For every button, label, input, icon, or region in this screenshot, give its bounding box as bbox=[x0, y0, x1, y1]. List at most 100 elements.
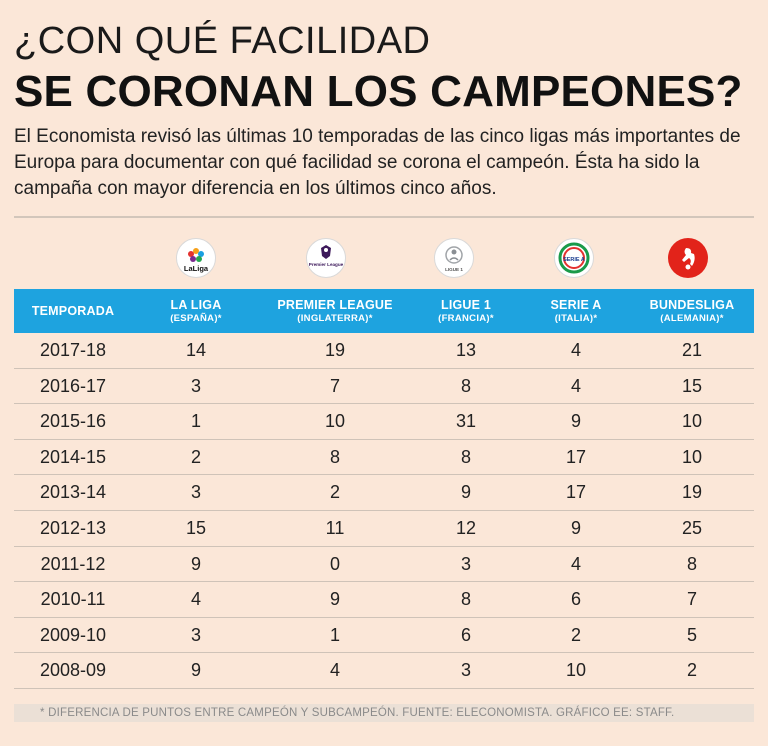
header-sub: (ALEMANIA)* bbox=[660, 312, 724, 324]
ligue1-logo-icon: LIGUE 1 bbox=[434, 238, 474, 278]
cell-season: 2015-16 bbox=[39, 411, 107, 432]
cell-la-liga: 4 bbox=[190, 589, 201, 610]
header-main: BUNDESLIGA bbox=[649, 297, 735, 312]
cell-ligue-1: 8 bbox=[460, 446, 471, 467]
footnote: * DIFERENCIA DE PUNTOS ENTRE CAMPEÓN Y S… bbox=[14, 704, 754, 722]
cell-serie-a: 4 bbox=[570, 375, 581, 396]
cell-season: 2012-13 bbox=[39, 517, 107, 538]
cell-premier-league: 7 bbox=[329, 375, 340, 396]
cell-serie-a: 9 bbox=[570, 411, 581, 432]
cell-ligue-1: 3 bbox=[460, 553, 471, 574]
cell-ligue-1: 12 bbox=[455, 517, 477, 538]
table-row: 2012-13 15 11 12 9 25 bbox=[14, 511, 754, 547]
cell-bundesliga: 10 bbox=[681, 446, 703, 467]
cell-la-liga: 1 bbox=[190, 411, 201, 432]
cell-bundesliga: 2 bbox=[686, 660, 697, 681]
cell-serie-a: 4 bbox=[570, 553, 581, 574]
cell-season: 2013-14 bbox=[39, 482, 107, 503]
cell-la-liga: 3 bbox=[190, 375, 201, 396]
serie-a-logo-icon: SERIE A bbox=[554, 238, 594, 278]
table-row: 2011-12 9 0 3 4 8 bbox=[14, 547, 754, 583]
header-main: SERIE A bbox=[550, 297, 602, 312]
cell-la-liga: 3 bbox=[190, 482, 201, 503]
ligue1-logo-text: LIGUE 1 bbox=[445, 267, 463, 272]
cell-bundesliga: 15 bbox=[681, 375, 703, 396]
serie-a-logo-text: SERIE A bbox=[563, 257, 585, 263]
cell-premier-league: 19 bbox=[324, 340, 346, 360]
cell-season: 2011-12 bbox=[40, 553, 106, 574]
cell-bundesliga: 21 bbox=[681, 340, 703, 360]
header-main: LA LIGA bbox=[170, 297, 222, 312]
cell-serie-a: 10 bbox=[565, 660, 587, 681]
cell-ligue-1: 13 bbox=[455, 340, 477, 360]
cell-serie-a: 6 bbox=[570, 589, 581, 610]
cell-ligue-1: 31 bbox=[455, 411, 477, 432]
header-la-liga: LA LIGA (ESPAÑA)* bbox=[132, 289, 260, 333]
cell-la-liga: 2 bbox=[190, 446, 201, 467]
laliga-logo-icon: LaLiga bbox=[176, 238, 216, 278]
table-row: 2009-10 3 1 6 2 5 bbox=[14, 618, 754, 654]
table-header: TEMPORADA LA LIGA (ESPAÑA)* PREMIER LEAG… bbox=[14, 289, 754, 333]
table-row: 2008-09 9 4 3 10 2 bbox=[14, 653, 754, 689]
cell-bundesliga: 7 bbox=[686, 589, 697, 610]
header-sub: (INGLATERRA)* bbox=[297, 312, 373, 324]
cell-ligue-1: 6 bbox=[460, 624, 471, 645]
cell-bundesliga: 5 bbox=[686, 624, 697, 645]
cell-premier-league: 8 bbox=[329, 446, 340, 467]
cell-premier-league: 10 bbox=[324, 411, 346, 432]
header-premier-league: PREMIER LEAGUE (INGLATERRA)* bbox=[260, 289, 410, 333]
table-row: 2016-17 3 7 8 4 15 bbox=[14, 369, 754, 405]
header-bundesliga: BUNDESLIGA (ALEMANIA)* bbox=[630, 289, 754, 333]
cell-la-liga: 3 bbox=[190, 624, 201, 645]
cell-bundesliga: 19 bbox=[681, 482, 703, 503]
cell-serie-a: 2 bbox=[570, 624, 581, 645]
cell-season: 2017-18 bbox=[39, 340, 107, 360]
league-logos: LaLiga Premier League LIGUE 1 SERIE A bbox=[0, 232, 768, 286]
cell-premier-league: 1 bbox=[329, 624, 340, 645]
intro-paragraph: El Economista revisó las últimas 10 temp… bbox=[14, 126, 741, 199]
cell-season: 2014-15 bbox=[39, 446, 107, 467]
cell-premier-league: 11 bbox=[325, 517, 345, 538]
header-main: LIGUE 1 bbox=[440, 297, 492, 312]
cell-serie-a: 9 bbox=[570, 517, 581, 538]
cell-ligue-1: 3 bbox=[460, 660, 471, 681]
cell-la-liga: 9 bbox=[190, 660, 201, 681]
header-main: TEMPORADA bbox=[31, 303, 115, 318]
table-row: 2015-16 1 10 31 9 10 bbox=[14, 404, 754, 440]
header-serie-a: SERIE A (ITALIA)* bbox=[522, 289, 630, 333]
table-row: 2013-14 3 2 9 17 19 bbox=[14, 475, 754, 511]
header-sub: (FRANCIA)* bbox=[438, 312, 494, 324]
table-row: 2014-15 2 8 8 17 10 bbox=[14, 440, 754, 476]
premier-league-logo-icon: Premier League bbox=[306, 238, 346, 278]
cell-season: 2008-09 bbox=[39, 660, 107, 681]
cell-season: 2016-17 bbox=[39, 375, 107, 396]
premier-logo-text: Premier League bbox=[309, 262, 344, 267]
title-line-2: SE CORONAN LOS CAMPEONES? bbox=[14, 67, 743, 116]
laliga-logo-text: LaLiga bbox=[184, 264, 209, 273]
table-row: 2017-18 14 19 13 4 21 bbox=[14, 333, 754, 369]
header-sub: (ESPAÑA)* bbox=[170, 312, 222, 324]
header-sub: (ITALIA)* bbox=[554, 312, 598, 324]
cell-season: 2009-10 bbox=[39, 624, 107, 645]
cell-ligue-1: 8 bbox=[460, 589, 471, 610]
cell-serie-a: 4 bbox=[570, 340, 581, 360]
cell-ligue-1: 9 bbox=[460, 482, 471, 503]
cell-premier-league: 0 bbox=[329, 553, 340, 574]
cell-la-liga: 14 bbox=[185, 340, 207, 360]
cell-ligue-1: 8 bbox=[460, 375, 471, 396]
cell-premier-league: 4 bbox=[329, 660, 340, 681]
cell-premier-league: 2 bbox=[329, 482, 340, 503]
table-row: 2010-11 4 9 8 6 7 bbox=[14, 582, 754, 618]
divider bbox=[14, 216, 754, 218]
cell-serie-a: 17 bbox=[565, 446, 587, 467]
header-temporada: TEMPORADA bbox=[14, 289, 132, 333]
cell-serie-a: 17 bbox=[565, 482, 587, 503]
cell-season: 2010-11 bbox=[40, 589, 106, 610]
cell-bundesliga: 8 bbox=[686, 553, 697, 574]
cell-premier-league: 9 bbox=[329, 589, 340, 610]
cell-la-liga: 15 bbox=[185, 517, 207, 538]
cell-bundesliga: 25 bbox=[681, 517, 703, 538]
header-main: PREMIER LEAGUE bbox=[277, 297, 393, 312]
cell-bundesliga: 10 bbox=[681, 411, 703, 432]
header-ligue-1: LIGUE 1 (FRANCIA)* bbox=[410, 289, 522, 333]
